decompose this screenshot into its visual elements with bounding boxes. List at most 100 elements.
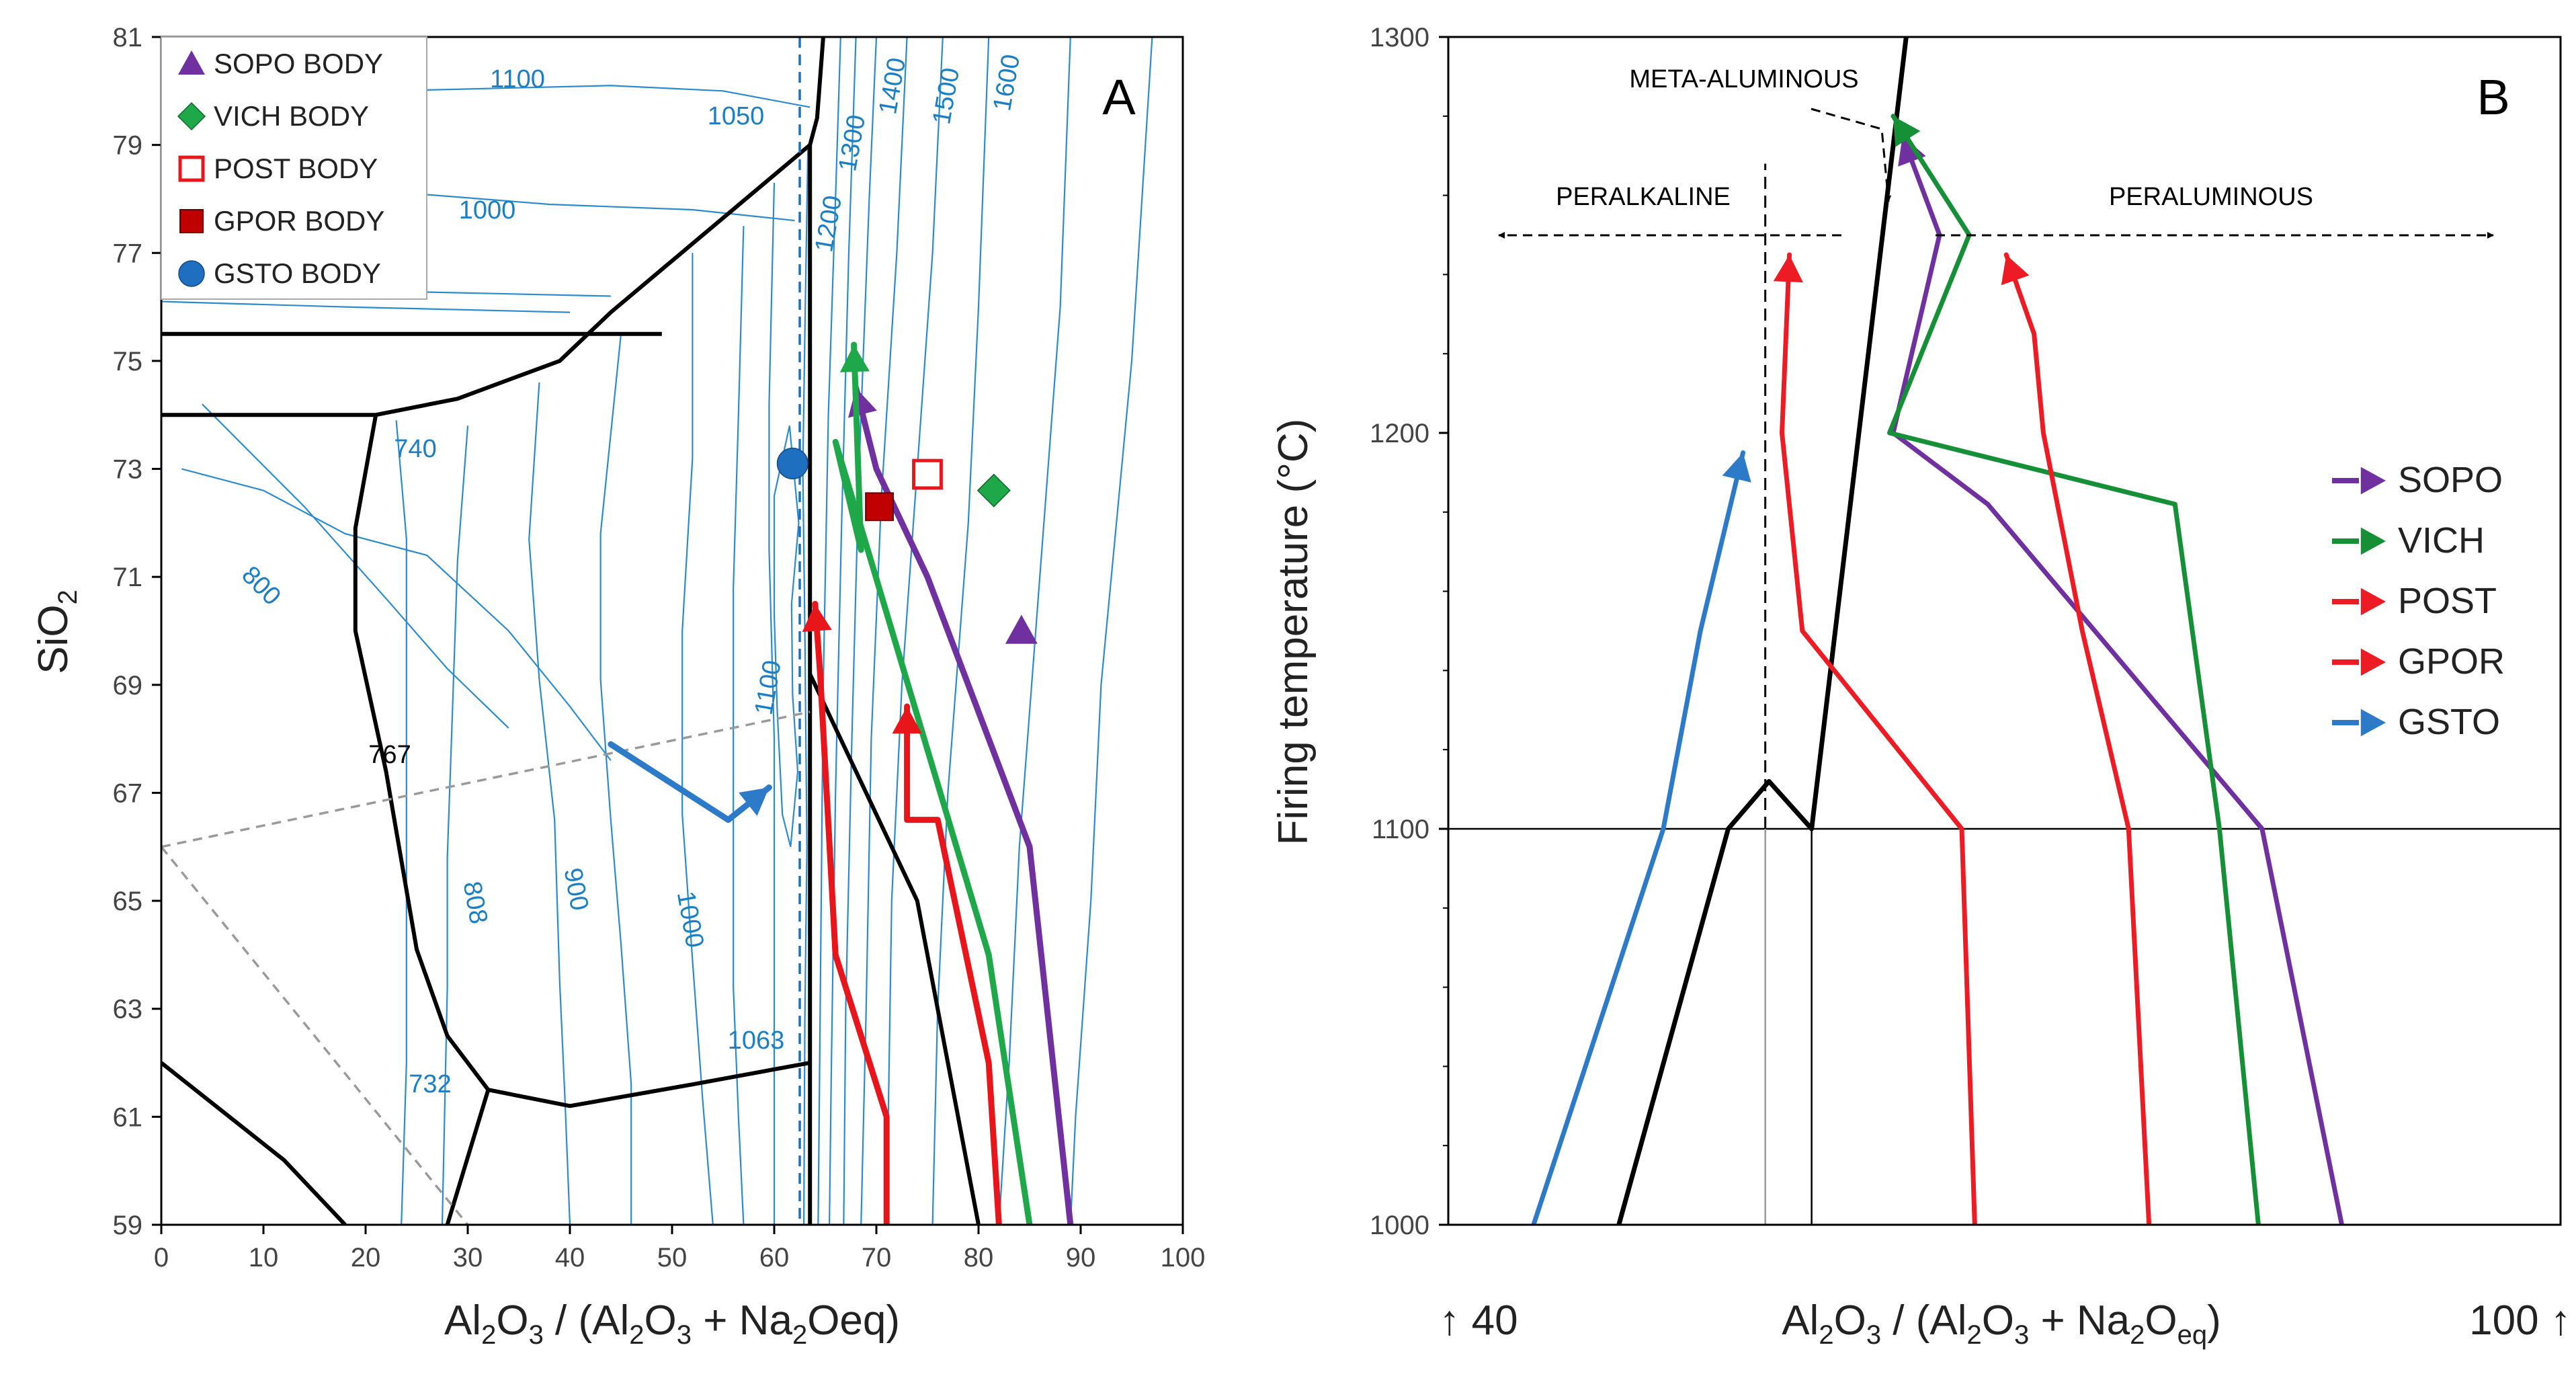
legend-marker-sopo	[178, 50, 205, 75]
x-end-label-right: 100 ↑	[2469, 1297, 2571, 1344]
isotherm-label: 767	[368, 741, 411, 769]
annotations-b: META-ALUMINOUS PERALKALINE PERALUMINOUS	[1498, 65, 2494, 239]
legend-marker-gsto	[178, 260, 205, 287]
isotherm-line	[886, 37, 944, 1225]
isotherm-line	[733, 226, 745, 1225]
y-tick-label-b: 1300	[1370, 23, 1429, 52]
body-point-vich	[977, 473, 1011, 508]
arrowhead-vich	[839, 344, 870, 372]
arrowhead-sopo	[1898, 136, 1926, 167]
firing-path-post	[904, 703, 1002, 1225]
isotherm-label: 800	[236, 561, 286, 611]
legend-label-a: VICH BODY	[214, 100, 369, 132]
axis-ticks-b: 1000 1100 1200 1300	[1370, 23, 1448, 1240]
isotherm-label: 1400	[874, 56, 911, 117]
legend-label-a: GPOR BODY	[214, 205, 384, 237]
panel-b: 1000 1100 1200 1300 META-ALUMINOUS PERALKALI…	[1270, 23, 2571, 1350]
y-axis-title-a: SiO2	[30, 590, 83, 674]
legend-label-b: VICH	[2398, 520, 2485, 561]
x-tick-label-a: 70	[862, 1243, 892, 1272]
dashed-guide-line	[161, 711, 811, 848]
phase-boundary	[161, 37, 825, 417]
legend-arrow-gpor	[2360, 648, 2386, 676]
y-axis-title-b: Firing temperature (°C)	[1270, 419, 1317, 846]
y-tick-label-b: 1000	[1370, 1211, 1429, 1240]
x-tick-label-a: 30	[453, 1243, 483, 1272]
x-axis-title-a: Al2O3 / (Al2O3 + Na2Oeq)	[444, 1297, 900, 1350]
isotherm-label: 1200	[810, 194, 847, 255]
isotherm-line	[599, 333, 632, 1225]
legend-label-a: SOPO BODY	[214, 48, 383, 79]
y-tick-label-a: 69	[113, 671, 143, 700]
firing-path-sopo	[853, 385, 1074, 1225]
dashed-guide-line	[161, 846, 469, 1225]
metaluminous-pointer	[1811, 108, 1892, 202]
isotherm-line	[181, 468, 612, 761]
legend-arrow-sopo	[2360, 467, 2386, 495]
isotherm-label: 1600	[988, 52, 1026, 114]
series-b	[1531, 114, 2345, 1225]
y-tick-label-a: 77	[113, 239, 143, 268]
x-tick-label-a: 20	[351, 1243, 381, 1272]
firing-path-vich	[832, 341, 1033, 1225]
y-tick-label-a: 65	[113, 887, 143, 916]
phase-boundary	[445, 1089, 491, 1225]
legend-label-b: POST	[2398, 581, 2497, 621]
reference-lines-b	[1448, 37, 2561, 1225]
y-tick-label-a: 59	[113, 1211, 143, 1240]
isotherm-label: 732	[409, 1070, 451, 1098]
series-line-gpor	[1780, 252, 1977, 1225]
legend-b: SOPO VICH POST GPOR GSTO	[2332, 460, 2505, 742]
isotherm-line	[773, 426, 800, 848]
isotherm-line	[161, 300, 571, 313]
y-tick-label-a: 79	[113, 131, 143, 161]
isotherm-label: 740	[394, 435, 436, 463]
legend-label-b: GSTO	[2398, 702, 2500, 742]
series-line-sopo	[1891, 133, 2345, 1225]
arrowhead-gpor	[802, 604, 832, 633]
isotherm-label: 1000	[459, 196, 516, 225]
isotherm-line	[931, 37, 990, 1225]
x-tick-label-a: 80	[964, 1243, 994, 1272]
phase-boundary	[353, 414, 811, 1108]
body-point-post	[912, 458, 943, 490]
annotation-metaluminous: META-ALUMINOUS	[1629, 65, 1858, 93]
legend-marker-vich	[177, 102, 206, 131]
isotherm-label: 1500	[927, 66, 965, 127]
legend-marker-post	[178, 155, 205, 182]
isotherm-label: 1050	[708, 102, 765, 130]
arrowhead-post	[892, 706, 922, 734]
phase-boundary	[808, 673, 981, 1225]
phase-boundary	[161, 1061, 347, 1225]
legend-label-b: SOPO	[2398, 460, 2503, 500]
isotherm-label: 1063	[728, 1026, 785, 1055]
panel-label-a: A	[1102, 69, 1136, 125]
legend-label-a: GSTO BODY	[214, 257, 381, 289]
x-end-label-left: ↑ 40	[1439, 1297, 1518, 1344]
axis-ticks-a: 0 10 20 30 40 50 60 70 80 90 100 59 61 63 65 67 69 71 73 75…	[113, 23, 1206, 1272]
annotation-peralkaline: PERALKALINE	[1556, 183, 1731, 211]
isotherm-line	[828, 37, 857, 1225]
arrowhead-gsto	[1722, 452, 1751, 483]
isotherm-label: 1000	[671, 889, 709, 951]
isotherm-line	[843, 37, 878, 1225]
legend-arrow-gsto	[2360, 709, 2386, 737]
body-points	[776, 447, 1038, 644]
legend-label-b: GPOR	[2398, 641, 2505, 682]
x-tick-label-a: 40	[555, 1243, 585, 1272]
panel-a: 1600150014001300120011001050100074080076…	[30, 23, 1205, 1350]
series-line-vich	[1886, 114, 2261, 1225]
isotherm-label: 808	[458, 879, 493, 926]
isotherm-label: 900	[558, 866, 593, 913]
isotherm-line	[1069, 37, 1153, 1225]
isotherm-line	[441, 426, 469, 1225]
y-tick-label-a: 71	[113, 563, 143, 592]
firing-path-gpor	[812, 600, 890, 1225]
y-tick-label-b: 1200	[1370, 419, 1429, 448]
x-tick-label-a: 90	[1066, 1243, 1096, 1272]
x-tick-label-a: 100	[1161, 1243, 1206, 1272]
y-tick-label-a: 81	[113, 23, 143, 52]
firing-paths	[608, 341, 1074, 1225]
firing-path-gsto	[608, 741, 772, 823]
